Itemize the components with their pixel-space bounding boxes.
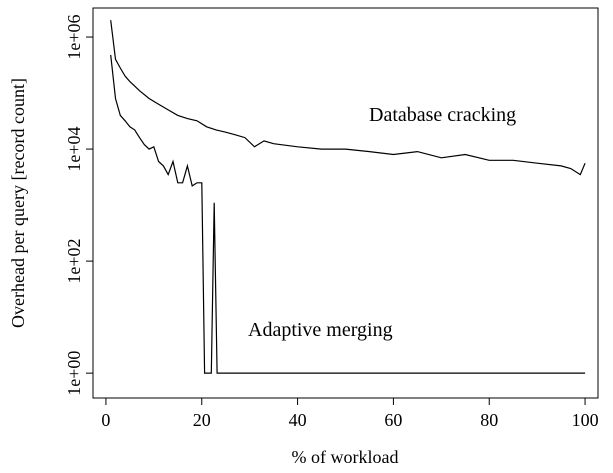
x-tick-label: 40 [289,410,307,430]
y-tick-label: 1e+00 [64,351,84,396]
line-series [110,20,586,176]
x-tick-label: 100 [572,410,599,430]
annotation: Adaptive merging [248,319,393,341]
x-axis-label: % of workload [292,447,399,467]
y-tick-label: 1e+04 [64,127,84,172]
x-tick-label: 60 [384,410,402,430]
x-tick-label: 20 [193,410,211,430]
y-tick-label: 1e+02 [64,239,84,284]
annotation: Database cracking [369,104,516,126]
x-tick-label: 80 [480,410,498,430]
y-axis-label: Overhead per query [record count] [8,78,28,328]
plot-frame [92,7,599,399]
x-tick-label: 0 [101,410,110,430]
y-tick-label: 1e+06 [64,14,84,59]
line-series [110,54,586,374]
